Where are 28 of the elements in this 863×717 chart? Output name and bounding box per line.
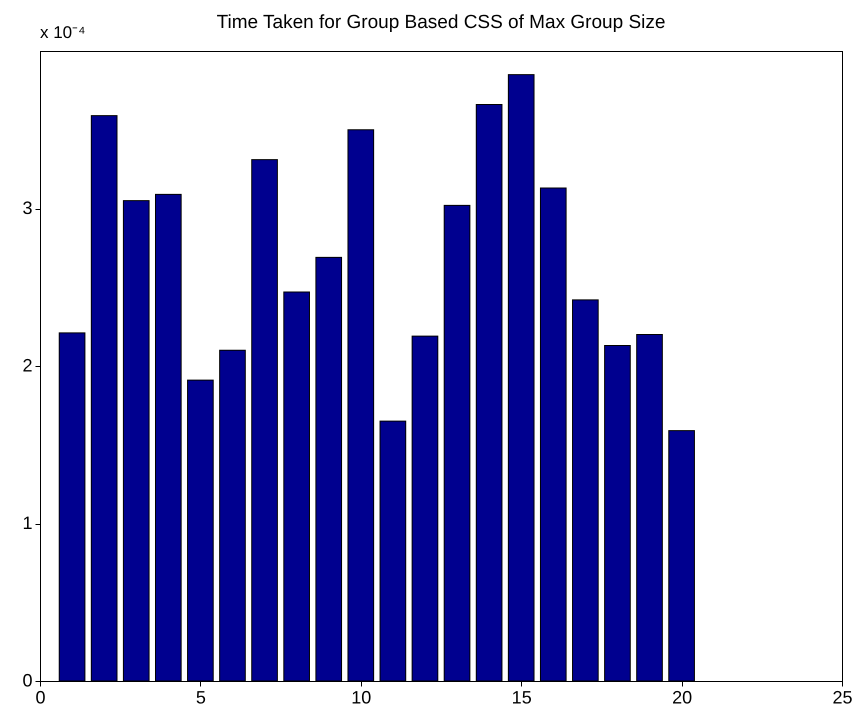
bar: [540, 188, 567, 682]
x-tick-label: 20: [672, 688, 692, 708]
bar: [58, 332, 86, 682]
bar: [476, 104, 502, 682]
bar: [636, 334, 663, 682]
bar: [604, 345, 631, 682]
text: x 10⁻⁴: [40, 23, 86, 42]
x-tick-label: 15: [512, 688, 532, 708]
x-tick-label: 5: [196, 688, 206, 708]
bar: [444, 204, 470, 682]
x-tick-label: 10: [351, 688, 372, 708]
bar: [572, 299, 599, 682]
x-tick-label: 0: [35, 688, 46, 708]
bar: [251, 159, 278, 682]
bar: [412, 336, 438, 682]
bar: [380, 420, 406, 682]
bar: [315, 256, 342, 682]
bar: [283, 291, 310, 682]
y-tick-label: 3: [22, 198, 32, 218]
y-tick-label: 0: [22, 670, 32, 690]
bar: [219, 350, 246, 682]
bar: [122, 200, 150, 682]
chart-title: Time Taken for Group Based CSS of Max Group Size: [216, 12, 666, 33]
x-tick-label: 25: [832, 688, 853, 708]
y-tick-label: 1: [22, 513, 32, 533]
bar: [90, 115, 118, 682]
bar: [154, 194, 182, 682]
y-tick-label: 2: [22, 356, 32, 376]
